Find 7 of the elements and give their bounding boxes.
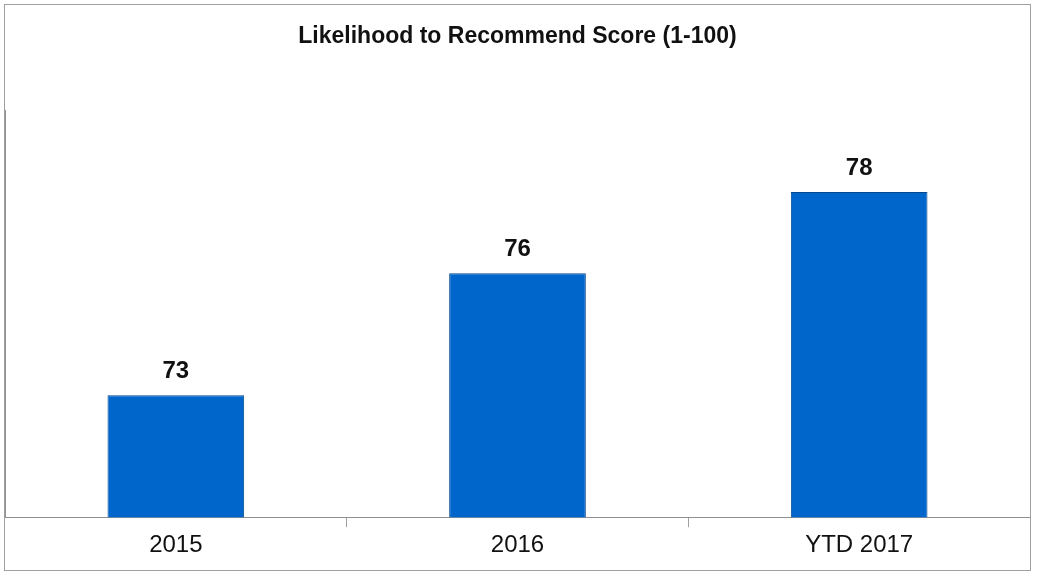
data-label: 76 bbox=[504, 233, 531, 261]
x-tick-label: 2015 bbox=[149, 530, 203, 558]
x-tick-label: 2016 bbox=[490, 530, 545, 558]
chart-title: Likelihood to Recommend Score (1-100) bbox=[298, 22, 737, 49]
data-label: 78 bbox=[845, 152, 873, 180]
x-tick-label: YTD 2017 bbox=[805, 530, 914, 558]
data-label: 73 bbox=[162, 355, 190, 383]
